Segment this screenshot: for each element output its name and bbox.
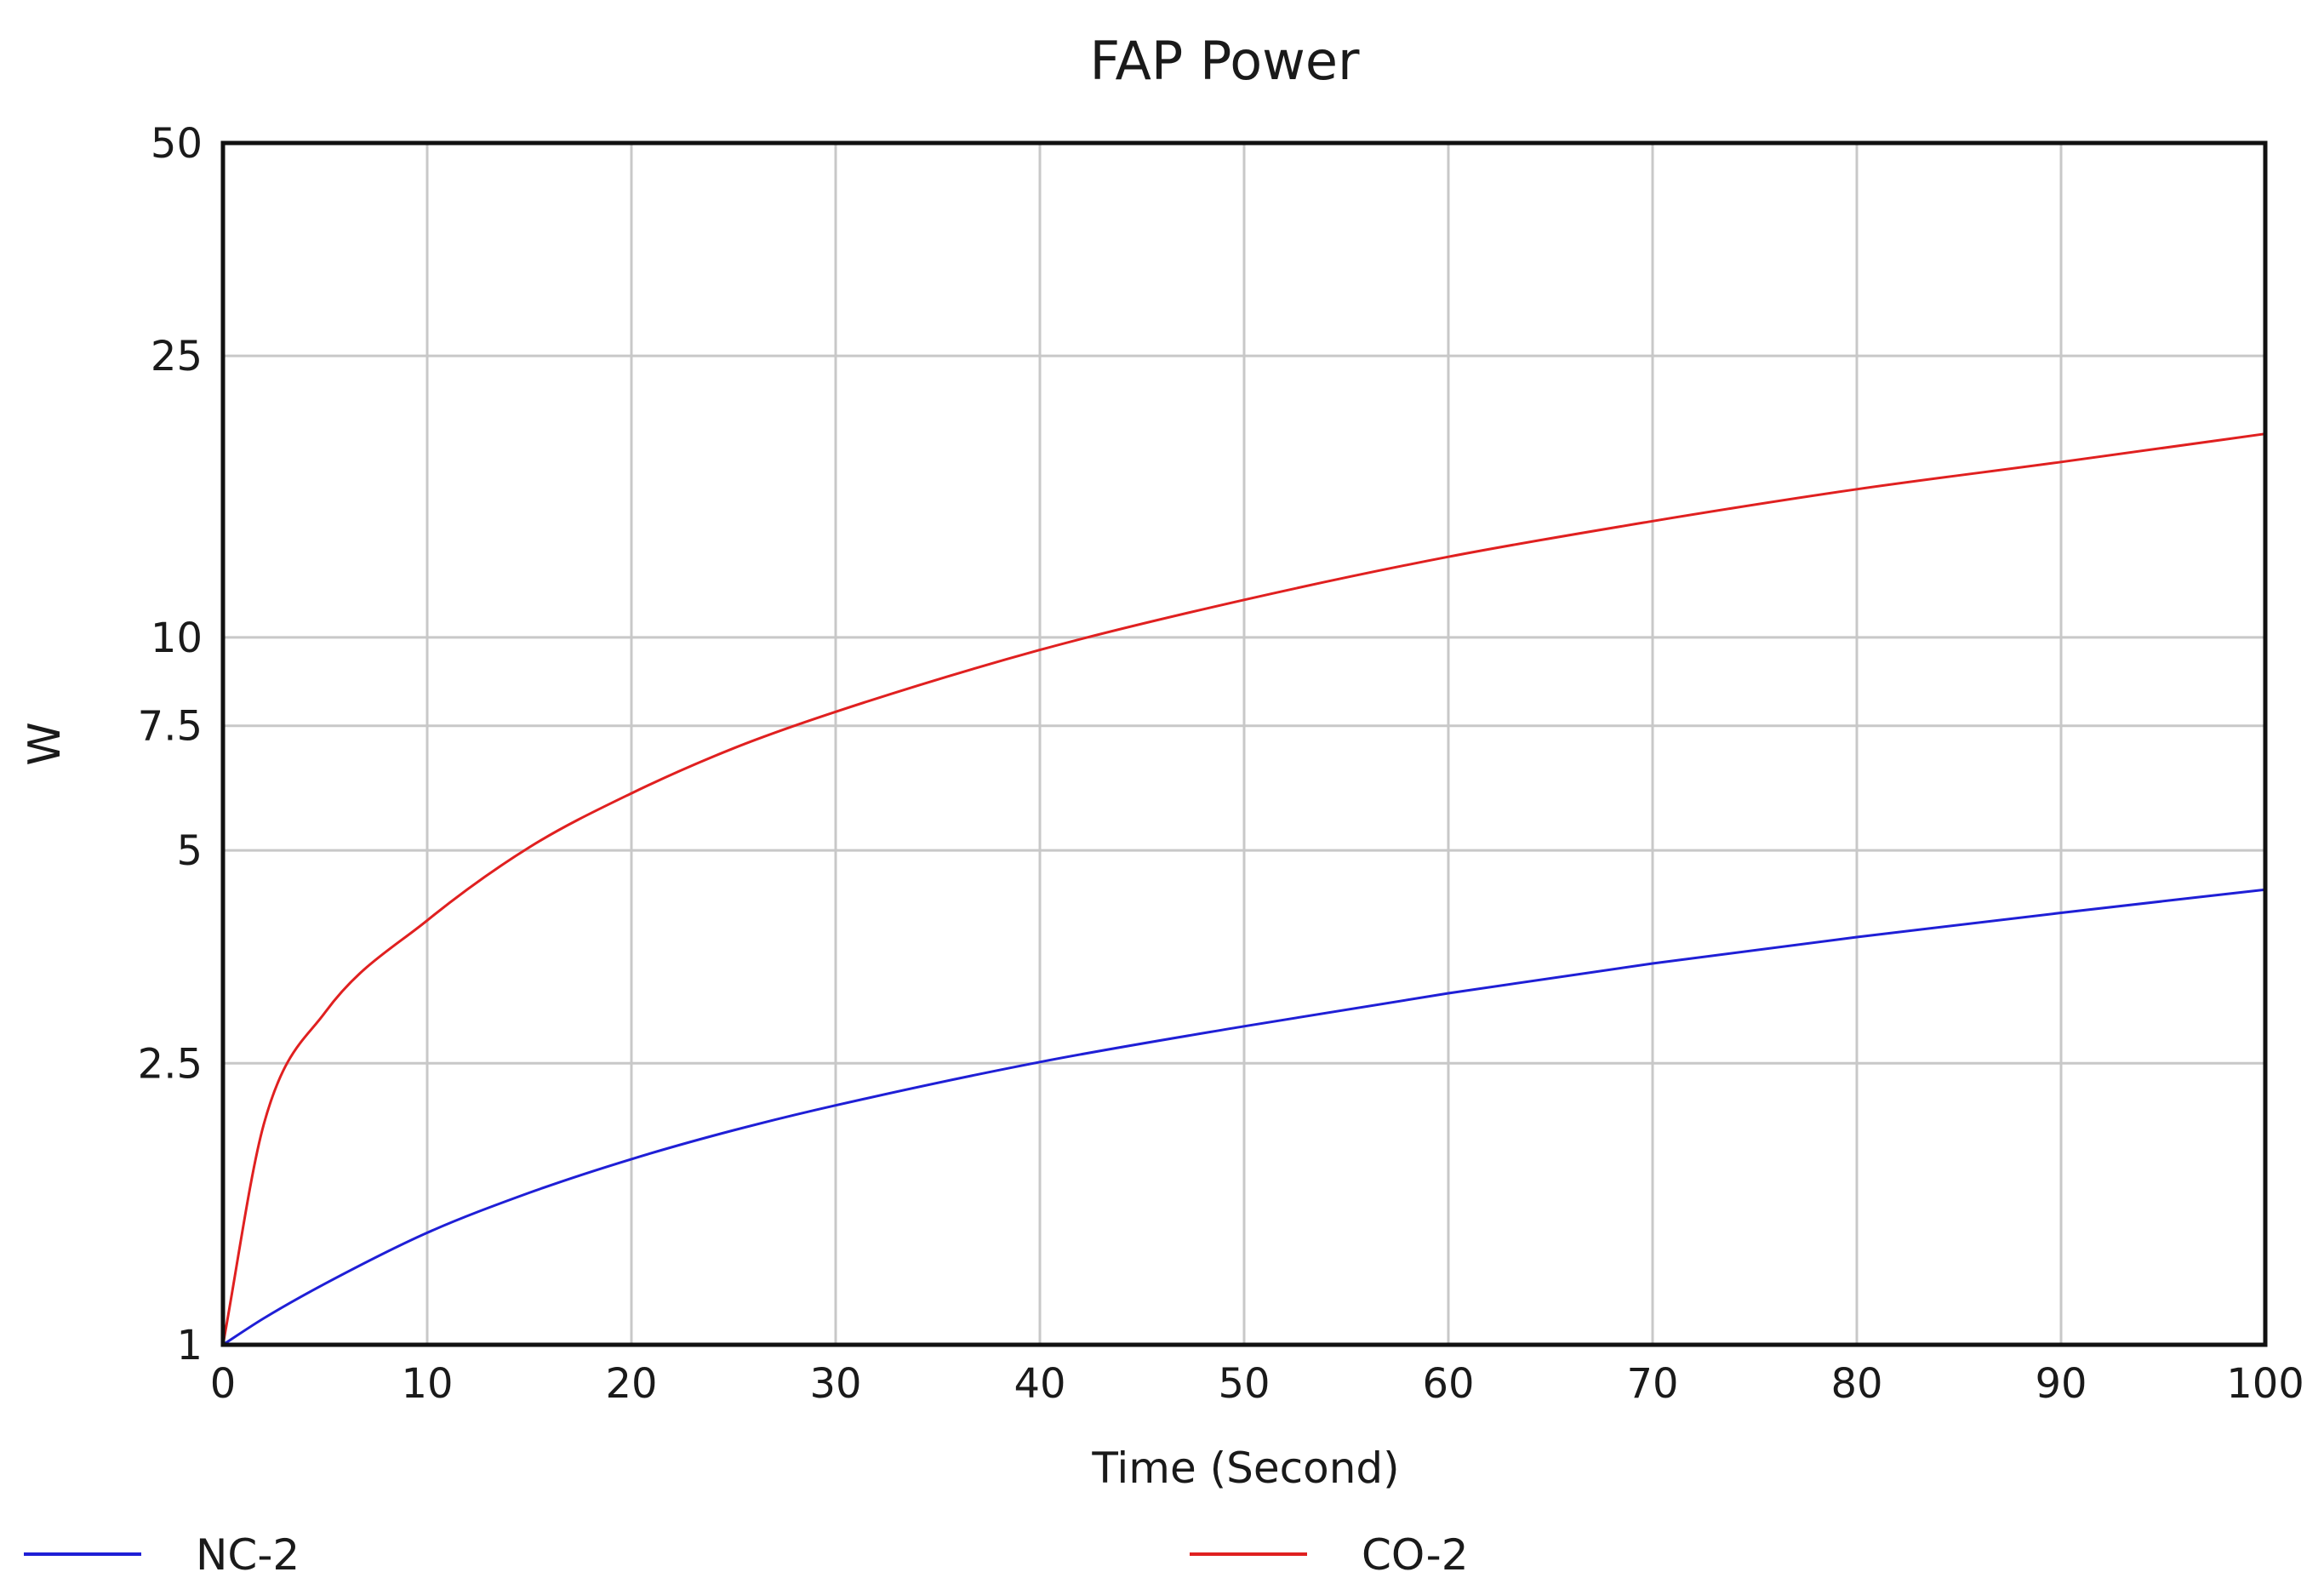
chart-title: FAP Power xyxy=(1090,30,1360,92)
y-tick-label: 25 xyxy=(151,333,203,380)
y-tick-label: 10 xyxy=(151,615,203,662)
y-tick-label: 5 xyxy=(176,827,203,875)
legend-label: CO-2 xyxy=(1362,1530,1469,1580)
grid xyxy=(223,143,2265,1345)
series-layer xyxy=(221,432,2266,1346)
y-axis-label: W xyxy=(20,722,71,765)
legend: NC-2 CO-2 xyxy=(24,1530,1469,1580)
x-tick-label: 0 xyxy=(210,1360,237,1408)
legend-label: NC-2 xyxy=(196,1530,300,1580)
x-tick-label: 50 xyxy=(1218,1360,1270,1408)
x-tick-label: 40 xyxy=(1014,1360,1065,1408)
x-axis-label: Time (Second) xyxy=(1091,1444,1399,1493)
x-tick-label: 20 xyxy=(605,1360,657,1408)
series-line-co-2 xyxy=(221,432,2266,1346)
y-axis-ticks: 1 2.5 5 7.5 10 25 50 xyxy=(138,120,203,1369)
series-line-nc-2 xyxy=(222,888,2266,1346)
x-axis-ticks: 0 10 20 30 40 50 60 70 80 90 100 xyxy=(210,1360,2304,1408)
plot-frame xyxy=(220,140,2268,1347)
y-tick-label: 50 xyxy=(151,120,203,168)
x-tick-label: 30 xyxy=(809,1360,861,1408)
x-tick-label: 70 xyxy=(1626,1360,1678,1408)
x-tick-label: 80 xyxy=(1830,1360,1882,1408)
x-tick-label: 100 xyxy=(2226,1360,2304,1408)
y-tick-label: 1 xyxy=(176,1322,203,1369)
y-tick-label: 7.5 xyxy=(138,703,203,751)
x-tick-label: 60 xyxy=(1422,1360,1474,1408)
y-tick-label: 2.5 xyxy=(138,1040,203,1088)
x-tick-label: 90 xyxy=(2035,1360,2087,1408)
x-tick-label: 10 xyxy=(401,1360,453,1408)
